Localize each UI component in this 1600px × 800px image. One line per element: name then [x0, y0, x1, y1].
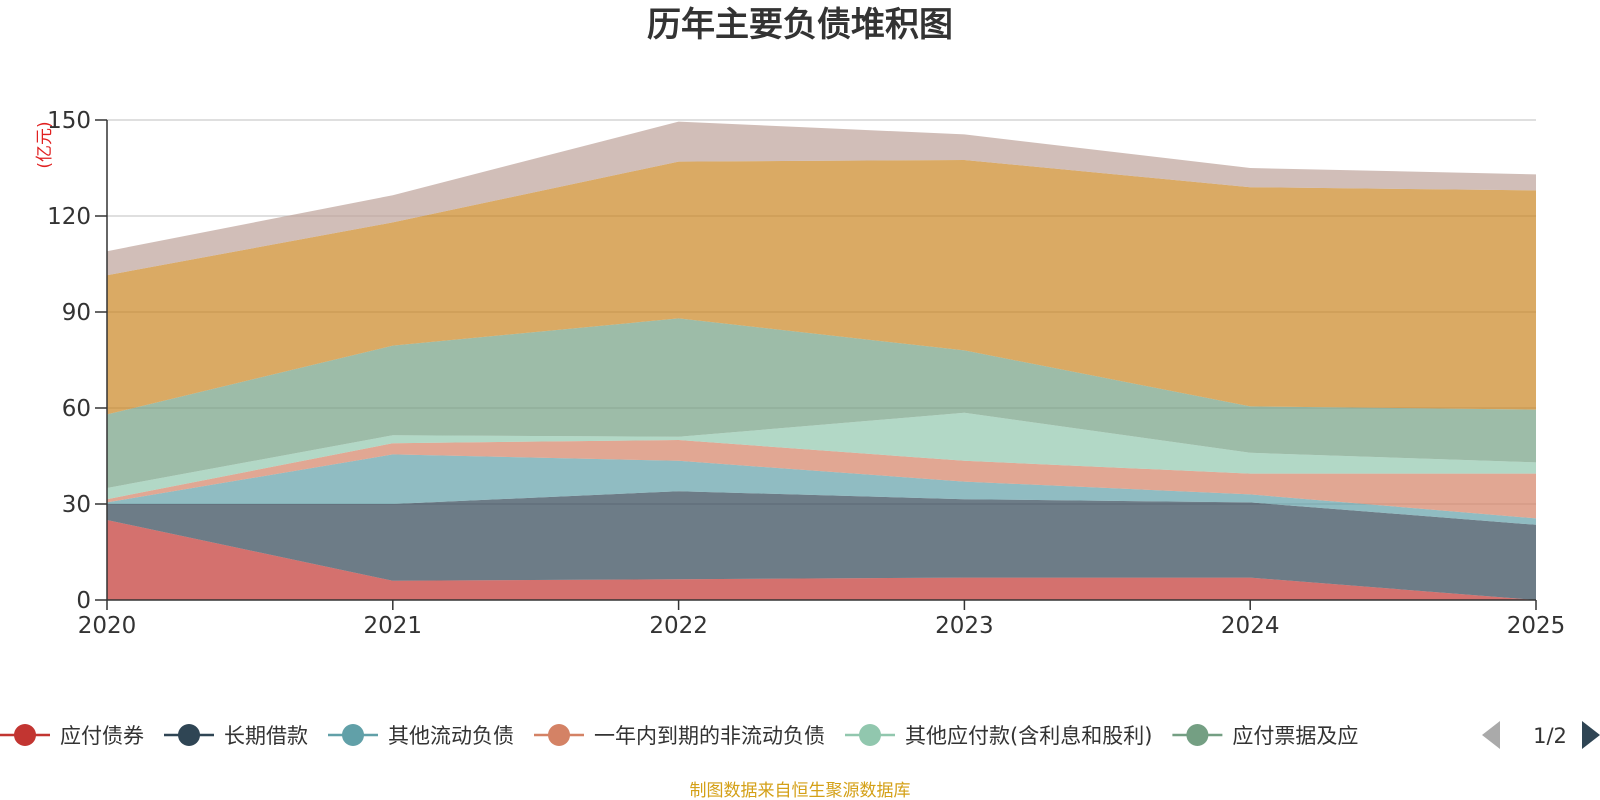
legend-item: 其他应付款(含利息和股利): [845, 724, 1152, 748]
area-series-3: [107, 454, 1536, 525]
x-tick-label: 2021: [364, 613, 423, 639]
stacked-areas: [107, 121, 1536, 600]
legend-label: 一年内到期的非流动负债: [594, 724, 825, 748]
x-tick-label: 2023: [935, 613, 994, 639]
axes: 0 30 60 90 120 150 2020 2021 2022 2023 2024 2025: [47, 108, 1565, 639]
legend-item: 一年内到期的非流动负债: [534, 724, 825, 748]
x-tick-label: 2020: [78, 613, 137, 639]
legend-dot-marker: [548, 724, 570, 746]
y-axis-unit-label: (亿元): [35, 121, 55, 168]
area-series-2: [107, 491, 1536, 600]
x-tick-label: 2024: [1221, 613, 1280, 639]
legend-dot-marker: [342, 724, 364, 746]
chart-title: 历年主要负债堆积图: [647, 5, 953, 45]
area-series-6: [107, 318, 1536, 488]
y-tick-label: 30: [62, 492, 91, 518]
x-tick-label: 2025: [1507, 613, 1566, 639]
y-tick-label: 60: [62, 396, 91, 422]
y-tick-label: 90: [62, 300, 91, 326]
legend: 应付债券 长期借款 其他流动负债 一年内到期的非流动负债 其他应付款(含利息和股利) 应付…: [0, 721, 1600, 749]
area-series-7: [107, 160, 1536, 415]
legend-dot-marker: [178, 724, 200, 746]
y-tick-label: 150: [47, 108, 91, 134]
legend-label: 应付票据及应: [1232, 724, 1358, 748]
legend-dot-marker: [14, 724, 36, 746]
legend-pager: 1/2: [1482, 721, 1600, 749]
legend-page-indicator: 1/2: [1533, 724, 1567, 748]
y-tick-label: 0: [76, 588, 91, 614]
area-series-4: [107, 440, 1536, 519]
legend-label: 应付债券: [60, 724, 144, 748]
legend-dot-marker: [859, 724, 881, 746]
data-source-note: 制图数据来自恒生聚源数据库: [690, 781, 911, 800]
legend-prev-arrow-icon[interactable]: [1482, 721, 1500, 749]
area-series-5: [107, 412, 1536, 500]
legend-label: 长期借款: [224, 724, 308, 748]
legend-label: 其他流动负债: [388, 724, 514, 748]
area-series-1: [107, 520, 1536, 600]
legend-item: 应付票据及应: [1172, 724, 1358, 748]
legend-item: 应付债券: [0, 724, 144, 748]
y-tick-label: 120: [47, 204, 91, 230]
area-series-8: [107, 121, 1536, 276]
x-tick-label: 2022: [649, 613, 708, 639]
legend-dot-marker: [1186, 724, 1209, 746]
legend-item: 长期借款: [164, 724, 308, 748]
legend-next-arrow-icon[interactable]: [1582, 721, 1600, 749]
legend-item: 其他流动负债: [328, 724, 514, 748]
legend-label: 其他应付款(含利息和股利): [905, 724, 1152, 748]
